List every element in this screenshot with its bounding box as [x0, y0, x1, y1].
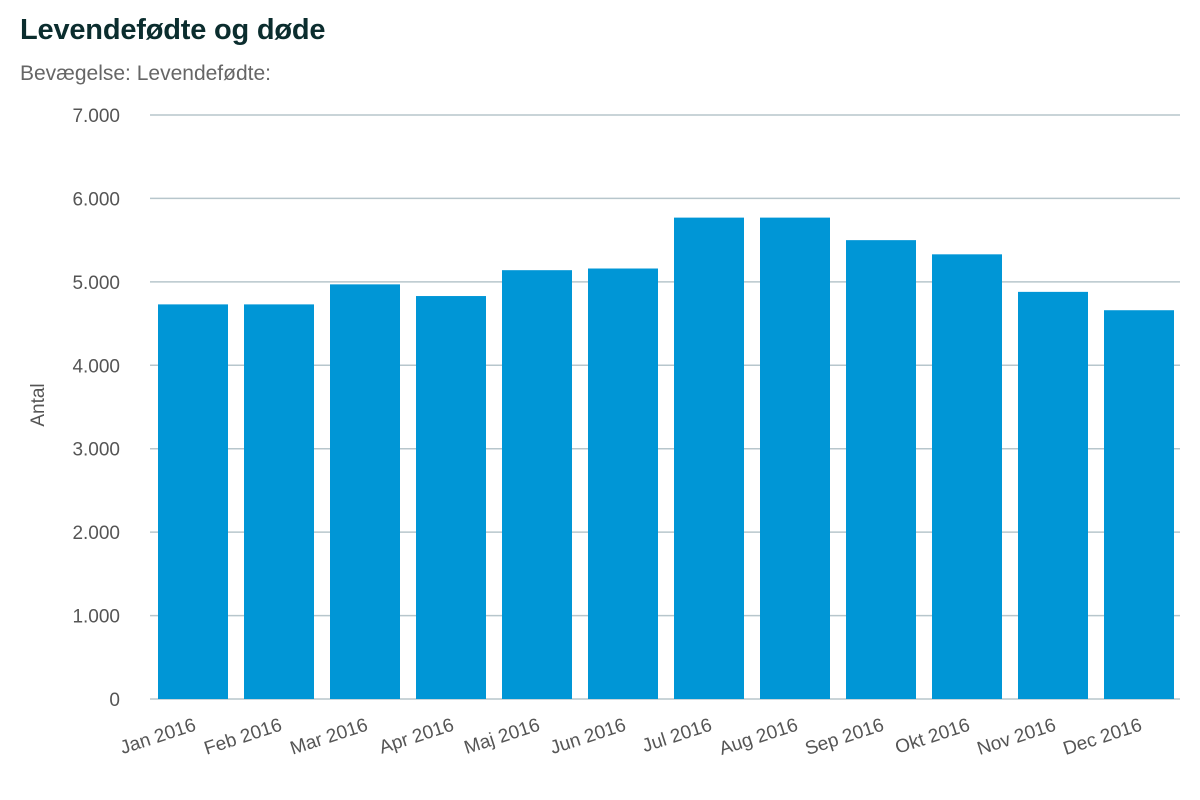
chart-subtitle: Bevægelse: Levendefødte: [20, 62, 271, 85]
bar[interactable] [674, 217, 744, 700]
y-tick-label: 7.000 [72, 106, 120, 127]
y-axis-ticks: 0 1.000 2.000 3.000 4.000 5.000 6.000 7.000 [72, 106, 120, 711]
x-tick-label: Jul 2016 [640, 715, 715, 757]
y-tick-label: 0 [109, 690, 120, 711]
y-tick-label: 2.000 [72, 523, 120, 544]
y-tick-label: 1.000 [72, 607, 120, 628]
y-tick-label: 6.000 [72, 189, 120, 210]
x-tick-label: Feb 2016 [202, 715, 285, 760]
bar[interactable] [502, 270, 572, 699]
x-tick-label: Jan 2016 [118, 715, 199, 759]
x-tick-label: Dec 2016 [1061, 715, 1145, 760]
bar[interactable] [330, 284, 400, 699]
x-tick-label: Nov 2016 [975, 715, 1059, 760]
bar[interactable] [1104, 310, 1174, 699]
x-tick-label: Okt 2016 [893, 715, 973, 759]
bar[interactable] [588, 268, 658, 699]
x-tick-label: Aug 2016 [717, 715, 801, 760]
bar[interactable] [846, 240, 916, 699]
x-tick-label: Sep 2016 [803, 715, 887, 760]
y-tick-label: 3.000 [72, 440, 120, 461]
bar[interactable] [244, 304, 314, 699]
bar[interactable] [760, 217, 830, 700]
x-tick-label: Mar 2016 [288, 715, 371, 760]
chart-title: Levendefødte og døde [20, 14, 326, 46]
y-axis-label: Antal [28, 383, 49, 426]
x-tick-label: Apr 2016 [377, 715, 457, 759]
bar[interactable] [932, 254, 1002, 699]
gridlines [150, 114, 1180, 700]
x-axis-ticks: Jan 2016 Feb 2016 Mar 2016 Apr 2016 Maj 2016… [118, 715, 1145, 760]
y-tick-label: 4.000 [72, 356, 120, 377]
x-tick-label: Jun 2016 [548, 715, 629, 759]
bar[interactable] [1018, 291, 1088, 699]
bars [158, 217, 1174, 700]
bar[interactable] [158, 304, 228, 699]
y-tick-label: 5.000 [72, 273, 120, 294]
x-tick-label: Maj 2016 [462, 715, 543, 759]
bar[interactable] [416, 296, 486, 699]
